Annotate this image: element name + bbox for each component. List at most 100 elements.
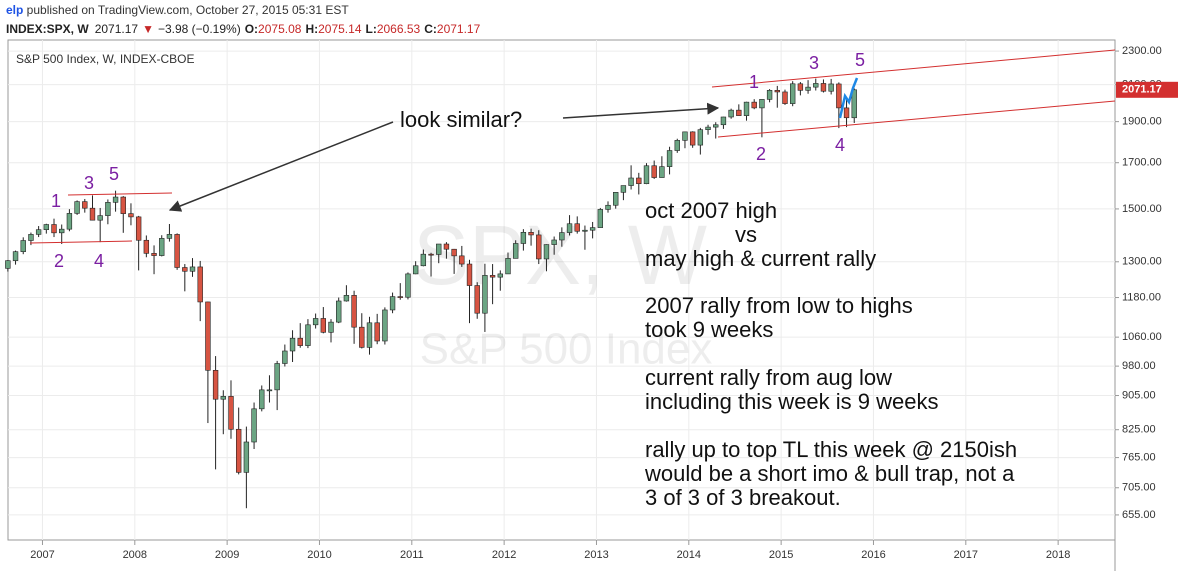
y-tick-label: 705.00 bbox=[1122, 482, 1156, 494]
candle-body bbox=[651, 165, 657, 178]
candle-body bbox=[420, 253, 427, 267]
candle-body bbox=[128, 213, 134, 218]
x-tick-label: 2008 bbox=[123, 549, 147, 561]
wave-label: 2 bbox=[756, 144, 766, 164]
candle-body bbox=[366, 322, 373, 348]
candle-body bbox=[682, 131, 688, 141]
candle-body bbox=[489, 275, 496, 278]
note: 3 of 3 of 3 breakout. bbox=[645, 485, 841, 510]
note: 2007 rally from low to highs bbox=[645, 293, 913, 318]
candle-body bbox=[597, 209, 604, 228]
candle-body bbox=[120, 196, 126, 214]
x-tick-label: 2016 bbox=[861, 549, 885, 561]
price-label: 2071.17 bbox=[1122, 84, 1162, 96]
candle-body bbox=[259, 389, 265, 410]
candle-body bbox=[112, 196, 119, 203]
candle-body bbox=[774, 90, 780, 93]
wave-label: 4 bbox=[835, 135, 845, 155]
candle-body bbox=[66, 213, 73, 230]
candle-body bbox=[105, 202, 111, 216]
candle-body bbox=[397, 296, 403, 298]
candle-body bbox=[197, 266, 203, 303]
candle-body bbox=[266, 389, 273, 392]
change: −3.98 (−0.19%) bbox=[158, 22, 241, 36]
candle-body bbox=[251, 408, 257, 443]
legend-title: S&P 500 Index, W, INDEX-CBOE bbox=[16, 52, 195, 66]
candle-body bbox=[74, 201, 80, 214]
candle-body bbox=[343, 295, 350, 302]
candle-body bbox=[166, 234, 173, 239]
o-label: O: bbox=[245, 22, 258, 36]
candle-body bbox=[182, 267, 188, 272]
x-tick-label: 2015 bbox=[769, 549, 793, 561]
x-tick-label: 2018 bbox=[1046, 549, 1070, 561]
candle-body bbox=[159, 238, 165, 256]
trend-lines bbox=[29, 49, 1116, 244]
watermark-name: S&P 500 Index bbox=[420, 325, 713, 374]
candle-body bbox=[697, 129, 704, 146]
candle-body bbox=[689, 131, 696, 146]
change-arrow: ▼ bbox=[142, 22, 154, 36]
candle-body bbox=[28, 234, 34, 241]
candle-body bbox=[828, 83, 834, 92]
wave-label: 4 bbox=[94, 251, 104, 271]
arrow bbox=[168, 121, 394, 212]
candle-body bbox=[351, 295, 357, 328]
y-tick-label: 655.00 bbox=[1122, 509, 1156, 521]
candle-body bbox=[836, 83, 842, 109]
note: would be a short imo & bull trap, not a bbox=[644, 461, 1015, 486]
candle-body bbox=[135, 216, 142, 241]
arrow bbox=[562, 102, 720, 119]
candle-body bbox=[312, 318, 319, 326]
candle-body bbox=[228, 396, 234, 430]
x-tick-label: 2007 bbox=[30, 549, 54, 561]
candle-body bbox=[289, 337, 296, 352]
published: published on TradingView.com, October 27… bbox=[23, 3, 349, 17]
y-tick-label: 765.00 bbox=[1122, 451, 1156, 463]
note: current rally from aug low bbox=[645, 365, 892, 390]
candle-body bbox=[328, 321, 334, 333]
candle-body bbox=[451, 248, 457, 257]
candle-body bbox=[405, 273, 411, 298]
note: took 9 weeks bbox=[645, 317, 773, 342]
candle-body bbox=[474, 285, 480, 314]
candle-body bbox=[751, 101, 757, 109]
candle-body bbox=[674, 140, 680, 151]
wave-label: 3 bbox=[809, 53, 819, 73]
trend-line bbox=[29, 240, 133, 244]
wave-label: 2 bbox=[54, 251, 64, 271]
candle-body bbox=[89, 207, 96, 221]
candle-body bbox=[51, 224, 57, 234]
wave-label: 1 bbox=[749, 72, 759, 92]
candle-body bbox=[589, 227, 596, 231]
candle-body bbox=[551, 239, 557, 245]
candle-body bbox=[282, 350, 288, 364]
candle-body bbox=[374, 322, 380, 342]
candle-body bbox=[43, 224, 50, 230]
symbol: INDEX:SPX, W bbox=[6, 22, 89, 36]
candle-body bbox=[389, 296, 396, 311]
price: 2071.17 bbox=[95, 22, 139, 36]
candle-body bbox=[305, 324, 311, 346]
candle-body bbox=[336, 300, 342, 323]
candle-body bbox=[412, 265, 419, 275]
candle-body bbox=[274, 363, 280, 391]
price-label-box bbox=[1116, 81, 1178, 98]
author[interactable]: elp bbox=[6, 3, 23, 17]
candle-body bbox=[320, 318, 327, 333]
candle-body bbox=[789, 83, 796, 104]
candle-body bbox=[466, 263, 473, 286]
note: oct 2007 high bbox=[645, 198, 777, 223]
candle-body bbox=[743, 101, 750, 116]
note: rally up to top TL this week @ 2150ish bbox=[645, 437, 1017, 462]
candle-body bbox=[636, 177, 642, 185]
note: including this week is 9 weeks bbox=[645, 389, 938, 414]
candle-body bbox=[528, 232, 534, 236]
y-tick-label: 1060.00 bbox=[1122, 331, 1162, 343]
y-tick-label: 1300.00 bbox=[1122, 256, 1162, 268]
candle-body bbox=[582, 229, 588, 232]
x-tick-label: 2014 bbox=[677, 549, 701, 561]
candle-body bbox=[205, 301, 211, 371]
